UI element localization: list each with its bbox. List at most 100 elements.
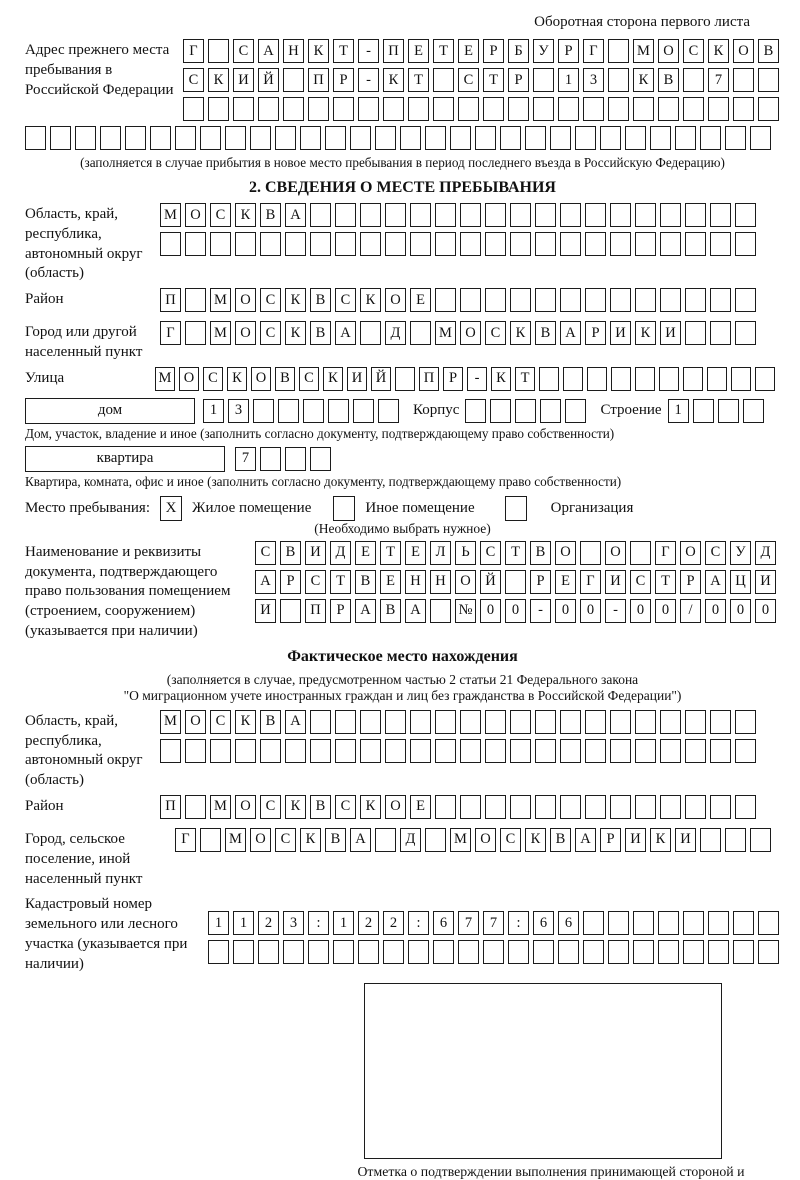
form-cell[interactable]: О xyxy=(235,794,256,819)
stay-option-organization-checkbox[interactable] xyxy=(504,495,527,521)
form-cell[interactable]: А xyxy=(285,709,306,734)
form-cell[interactable] xyxy=(435,288,456,313)
form-cell[interactable] xyxy=(385,232,406,256)
form-cell[interactable] xyxy=(735,794,756,819)
form-cell[interactable] xyxy=(425,827,446,852)
form-cell[interactable]: Р xyxy=(508,68,529,92)
form-cell[interactable]: 2 xyxy=(258,911,279,936)
form-cell[interactable]: К xyxy=(650,827,671,852)
form-cell[interactable]: Р xyxy=(483,39,504,63)
form-cell[interactable] xyxy=(335,203,356,227)
form-cell[interactable] xyxy=(375,827,396,852)
form-cell[interactable] xyxy=(435,738,456,763)
form-cell[interactable]: Г xyxy=(655,540,676,565)
form-cell[interactable]: И xyxy=(675,827,696,852)
form-cell[interactable]: С xyxy=(210,203,231,227)
form-cell[interactable] xyxy=(283,68,304,92)
form-cell[interactable]: Т xyxy=(408,68,429,92)
form-cell[interactable] xyxy=(515,398,537,423)
form-cell[interactable] xyxy=(410,709,431,734)
form-cell[interactable] xyxy=(683,68,704,92)
form-cell[interactable]: О xyxy=(179,366,199,391)
form-cell[interactable] xyxy=(692,398,714,423)
form-cell[interactable]: Р xyxy=(333,68,354,92)
form-cell[interactable]: Г xyxy=(583,39,604,63)
form-cell[interactable] xyxy=(660,709,681,734)
form-cell[interactable] xyxy=(450,126,471,150)
form-cell[interactable]: Е xyxy=(410,288,431,313)
form-cell[interactable] xyxy=(585,794,606,819)
form-cell[interactable] xyxy=(758,911,779,936)
form-cell[interactable] xyxy=(460,203,481,227)
form-cell[interactable] xyxy=(587,366,607,391)
form-cell[interactable]: О xyxy=(235,288,256,313)
form-cell[interactable]: И xyxy=(233,68,254,92)
form-cell[interactable] xyxy=(560,738,581,763)
form-cell[interactable]: С xyxy=(485,321,506,346)
form-cell[interactable] xyxy=(510,203,531,227)
form-cell[interactable]: И xyxy=(605,569,626,594)
form-cell[interactable]: 1 xyxy=(333,911,354,936)
form-cell[interactable] xyxy=(635,794,656,819)
form-cell[interactable] xyxy=(610,794,631,819)
form-cell[interactable] xyxy=(310,232,331,256)
form-cell[interactable]: Р xyxy=(585,321,606,346)
form-cell[interactable]: 0 xyxy=(630,598,651,623)
form-cell[interactable]: В xyxy=(325,827,346,852)
form-cell[interactable] xyxy=(25,126,46,150)
form-cell[interactable] xyxy=(535,232,556,256)
form-cell[interactable]: Р xyxy=(330,598,351,623)
form-cell[interactable]: 0 xyxy=(505,598,526,623)
form-cell[interactable]: А xyxy=(705,569,726,594)
form-cell[interactable] xyxy=(483,97,504,121)
form-cell[interactable]: О xyxy=(733,39,754,63)
form-cell[interactable]: Й xyxy=(371,366,391,391)
form-cell[interactable] xyxy=(510,288,531,313)
form-cell[interactable]: Е xyxy=(555,569,576,594)
form-cell[interactable]: П xyxy=(419,366,439,391)
form-cell[interactable] xyxy=(333,97,354,121)
form-cell[interactable] xyxy=(510,709,531,734)
form-cell[interactable]: № xyxy=(455,598,476,623)
form-cell[interactable] xyxy=(485,232,506,256)
form-cell[interactable]: К xyxy=(525,827,546,852)
form-cell[interactable]: О xyxy=(185,203,206,227)
form-cell[interactable]: Г xyxy=(580,569,601,594)
form-cell[interactable] xyxy=(733,97,754,121)
form-cell[interactable]: М xyxy=(450,827,471,852)
form-cell[interactable] xyxy=(742,398,764,423)
form-cell[interactable] xyxy=(685,288,706,313)
form-cell[interactable] xyxy=(185,794,206,819)
form-cell[interactable] xyxy=(733,940,754,965)
form-cell[interactable]: 1 xyxy=(233,911,254,936)
form-cell[interactable]: А xyxy=(255,569,276,594)
form-cell[interactable] xyxy=(635,288,656,313)
form-cell[interactable]: А xyxy=(335,321,356,346)
form-cell[interactable] xyxy=(385,738,406,763)
form-cell[interactable] xyxy=(358,97,379,121)
form-cell[interactable] xyxy=(460,232,481,256)
form-cell[interactable] xyxy=(635,203,656,227)
form-cell[interactable]: 6 xyxy=(533,911,554,936)
form-cell[interactable] xyxy=(410,321,431,346)
form-cell[interactable]: А xyxy=(560,321,581,346)
form-cell[interactable]: В xyxy=(260,709,281,734)
form-cell[interactable] xyxy=(725,126,746,150)
form-cell[interactable] xyxy=(550,126,571,150)
form-cell[interactable]: О xyxy=(235,321,256,346)
form-cell[interactable] xyxy=(430,598,451,623)
form-cell[interactable]: - xyxy=(467,366,487,391)
form-cell[interactable]: Т xyxy=(333,39,354,63)
form-cell[interactable] xyxy=(558,940,579,965)
form-cell[interactable] xyxy=(378,398,399,423)
form-cell[interactable]: М xyxy=(210,794,231,819)
form-cell[interactable] xyxy=(275,126,296,150)
form-cell[interactable]: А xyxy=(258,39,279,63)
form-cell[interactable]: В xyxy=(355,569,376,594)
form-cell[interactable] xyxy=(685,232,706,256)
form-cell[interactable]: Т xyxy=(505,540,526,565)
form-cell[interactable]: С xyxy=(260,321,281,346)
form-cell[interactable] xyxy=(258,97,279,121)
form-cell[interactable]: Р xyxy=(600,827,621,852)
form-cell[interactable] xyxy=(458,940,479,965)
